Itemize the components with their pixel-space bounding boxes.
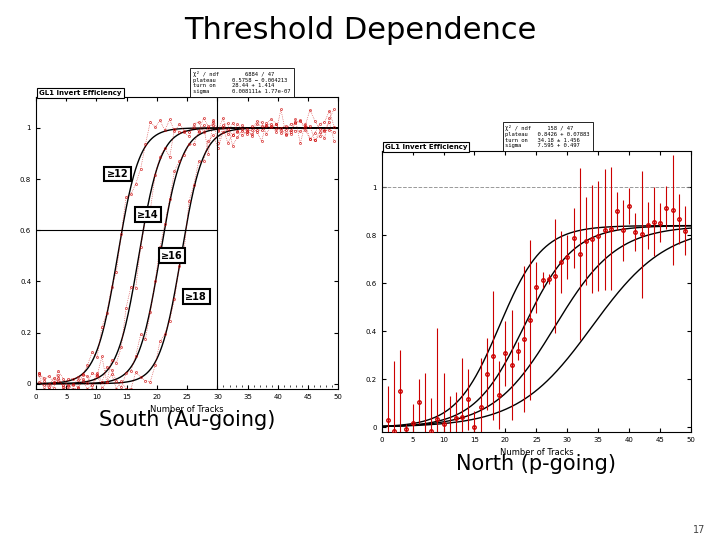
Text: ≥18: ≥18 [185, 292, 207, 302]
Text: 17: 17 [693, 524, 706, 535]
Text: GL1 Invert Efficiency: GL1 Invert Efficiency [39, 90, 122, 96]
X-axis label: Number of Tracks: Number of Tracks [150, 405, 224, 414]
Text: ≥16: ≥16 [161, 251, 183, 261]
Text: North (p-going): North (p-going) [456, 454, 616, 474]
Text: χ² / ndf        6884 / 47
plateau     0.5758 − 0.004213
turn on     28.44 + 1.41: χ² / ndf 6884 / 47 plateau 0.5758 − 0.00… [193, 71, 291, 94]
Text: ≥14: ≥14 [137, 210, 158, 220]
Text: South (Au-going): South (Au-going) [99, 410, 275, 430]
X-axis label: Number of Tracks: Number of Tracks [500, 448, 573, 457]
Text: Threshold Dependence: Threshold Dependence [184, 16, 536, 45]
Text: GL1 Invert Efficiency: GL1 Invert Efficiency [384, 144, 467, 150]
Text: χ² / ndf     158 / 47
plateau   0.8426 + 0.07883
turn on   34.18 ± 1.456
sigma  : χ² / ndf 158 / 47 plateau 0.8426 + 0.078… [505, 125, 590, 148]
Text: ≥12: ≥12 [107, 169, 128, 179]
